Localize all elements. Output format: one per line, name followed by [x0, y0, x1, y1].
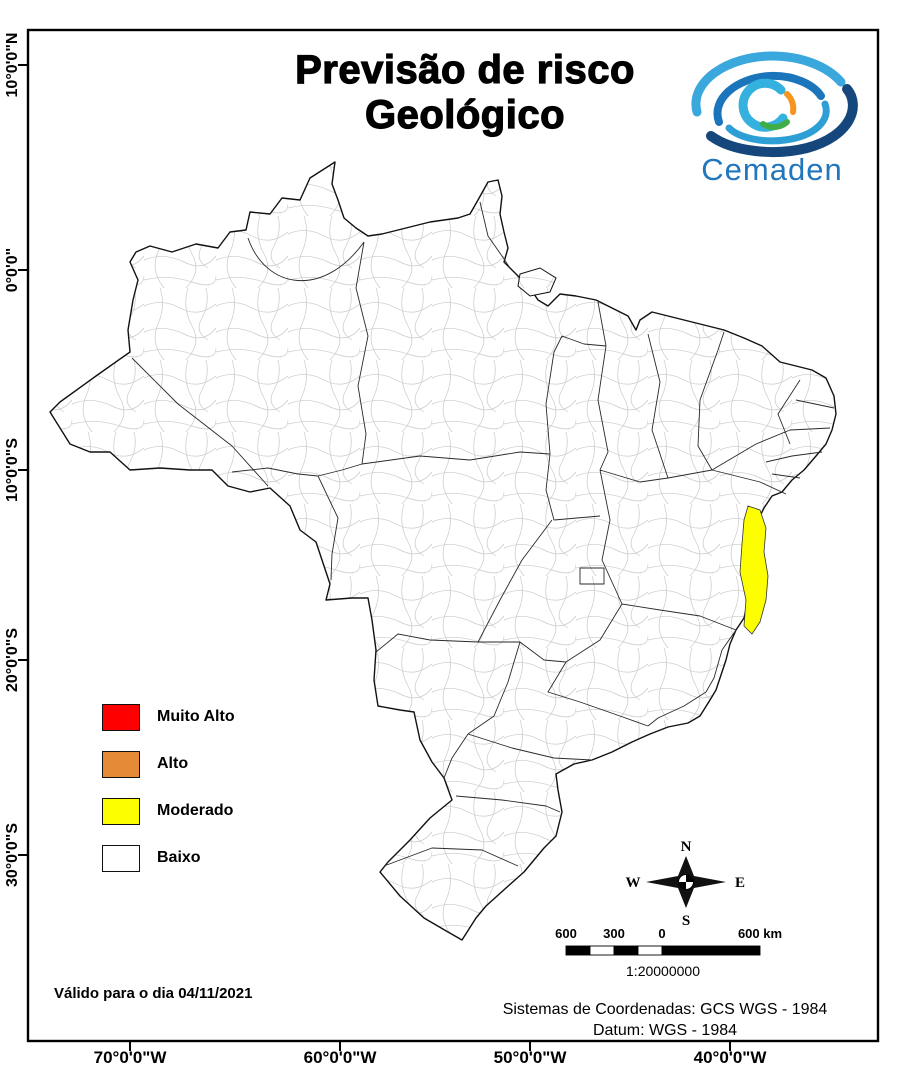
legend-label: Moderado: [157, 802, 234, 819]
compass-hub-quadrant: [678, 882, 686, 890]
risk-region-moderado: [739, 505, 769, 635]
legend-item-moderado: Moderado: [102, 797, 235, 825]
cemaden-eye-icon: Cemaden: [691, 51, 858, 187]
coordinate-system-note: Sistemas de Coordenadas: GCS WGS - 1984: [502, 1001, 828, 1018]
scale-segment: [589, 945, 615, 956]
legend-item-muito-alto: Muito Alto: [102, 703, 235, 731]
lat-label-20s: 20°0'0"S: [4, 627, 21, 693]
validity-note: Válido para o dia 04/11/2021: [54, 985, 253, 1002]
lon-label-60w: 60°0'0"W: [303, 1048, 377, 1067]
title-line1: Previsão de risco: [295, 47, 635, 92]
lat-label-30s: 30°0'0"S: [4, 822, 21, 888]
cemaden-logo-text: Cemaden: [701, 152, 842, 187]
lon-label-40w: 40°0'0"W: [693, 1048, 767, 1067]
compass-west-label: W: [626, 875, 641, 891]
scale-ratio: 1:20000000: [626, 963, 700, 979]
scale-segment: [613, 945, 639, 956]
scale-segment: [637, 945, 663, 956]
page-title: Previsão de risco Geológico: [295, 47, 635, 138]
legend-label: Muito Alto: [157, 708, 235, 725]
datum-note: Datum: WGS - 1984: [592, 1022, 738, 1039]
legend-label: Alto: [157, 755, 189, 772]
marajo-island: [517, 267, 557, 297]
scale-segments: [565, 945, 761, 956]
compass-north-label: N: [681, 839, 692, 855]
cemaden-logo: Cemaden: [673, 44, 871, 192]
legend-swatch-moderado: [102, 797, 140, 825]
compass-south-label: S: [682, 913, 690, 929]
lon-label-70w: 70°0'0"W: [93, 1048, 167, 1067]
compass-hub-quadrant: [686, 874, 694, 882]
legend-swatch-alto: [102, 750, 140, 778]
legend-swatch-muito-alto: [102, 703, 140, 731]
compass-east-label: E: [735, 875, 745, 891]
scale-segment: [565, 945, 591, 956]
lon-label-50w: 50°0'0"W: [493, 1048, 567, 1067]
scale-segment: [661, 945, 761, 956]
legend-item-alto: Alto: [102, 750, 235, 778]
legend-label: Baixo: [157, 849, 201, 866]
scale-bar: 600 300 0 600 km 1:20000000: [555, 926, 782, 979]
state-borders: [131, 201, 835, 867]
scale-label-300: 300: [603, 926, 625, 941]
lat-label-10s: 10°0'0"S: [4, 437, 21, 503]
title-line2: Geológico: [364, 92, 566, 137]
compass-rose: N S W E: [626, 839, 746, 929]
lat-label-0: 0°0'0": [4, 247, 21, 293]
scale-label-600km: 600 km: [738, 926, 782, 941]
lat-label-10n: 10°0'0"N: [4, 32, 21, 98]
legend-swatch-baixo: [102, 844, 140, 872]
graticule-ticks: [18, 64, 731, 1051]
legend-item-baixo: Baixo: [102, 844, 235, 872]
scale-label-0: 0: [658, 926, 665, 941]
scale-label-600-left: 600: [555, 926, 577, 941]
risk-legend: Muito Alto Alto Moderado Baixo: [102, 703, 235, 891]
